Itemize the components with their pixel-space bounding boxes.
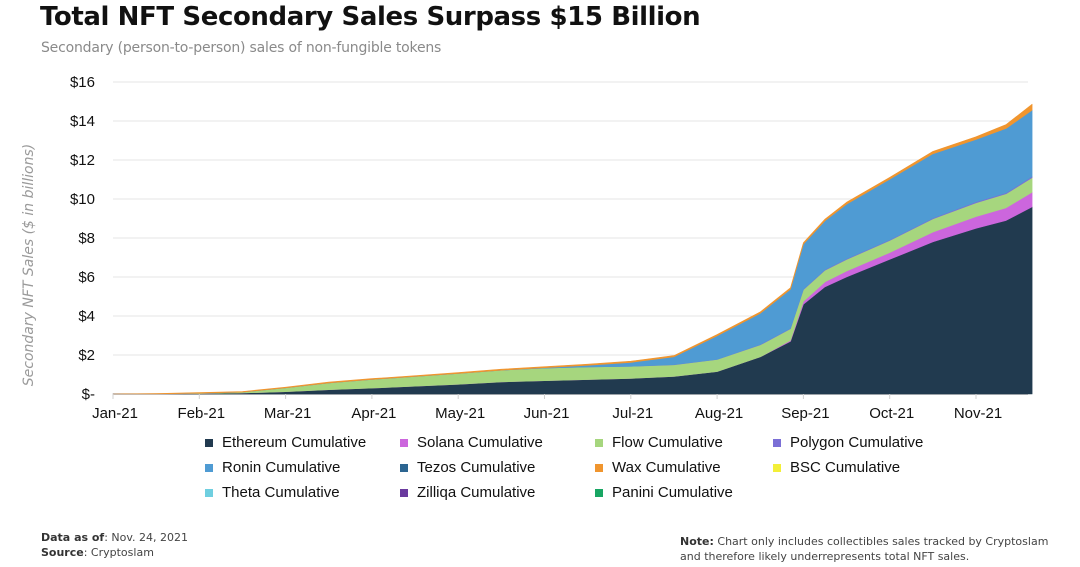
legend-item-ethereum-cumulative: Ethereum Cumulative: [205, 433, 400, 452]
x-tick-label: May-21: [435, 405, 485, 422]
data-as-of: Data as of: Nov. 24, 2021: [41, 531, 189, 544]
legend-label: Ethereum Cumulative: [222, 434, 367, 451]
x-tick-label: Apr-21: [351, 405, 396, 422]
legend-item-tezos-cumulative: Tezos Cumulative: [400, 458, 595, 477]
legend-swatch: [400, 463, 408, 472]
y-tick-label: $2: [78, 347, 95, 364]
legend-label: Ronin Cumulative: [222, 459, 341, 476]
x-tick-label: Mar-21: [264, 405, 312, 422]
legend-swatch: [205, 463, 213, 472]
chart-title: Total NFT Secondary Sales Surpass $15 Bi…: [40, 2, 701, 32]
source: Source: Cryptoslam: [41, 546, 154, 559]
x-tick-label: Sep-21: [781, 405, 829, 422]
legend-label: Zilliqa Cumulative: [417, 484, 536, 501]
legend-label: Flow Cumulative: [612, 434, 723, 451]
legend-item-ronin-cumulative: Ronin Cumulative: [205, 458, 400, 477]
x-tick-label: Oct-21: [869, 405, 914, 422]
legend-label: Theta Cumulative: [222, 484, 340, 501]
x-tick-label: Feb-21: [178, 405, 226, 422]
legend-swatch: [400, 438, 408, 447]
legend-swatch: [400, 488, 408, 497]
legend-swatch: [205, 488, 213, 497]
x-axis-ticks: Jan-21 Feb-21 Mar-21 Apr-21 May-21 Jun-21 Jul-…: [92, 394, 1002, 422]
y-axis-label: Secondary NFT Sales ($ in billions): [21, 144, 37, 387]
legend-item-panini-cumulative: Panini Cumulative: [595, 483, 773, 502]
legend-item-polygon-cumulative: Polygon Cumulative: [773, 433, 953, 452]
legend-item-zilliqa-cumulative: Zilliqa Cumulative: [400, 483, 595, 502]
x-tick-label: Jul-21: [612, 405, 653, 422]
legend-item-wax-cumulative: Wax Cumulative: [595, 458, 773, 477]
legend-item-theta-cumulative: Theta Cumulative: [205, 483, 400, 502]
x-tick-label: Aug-21: [695, 405, 743, 422]
chart-subtitle: Secondary (person-to-person) sales of no…: [41, 40, 442, 56]
x-tick-label: Jun-21: [524, 405, 570, 422]
legend-label: Polygon Cumulative: [790, 434, 924, 451]
footer-left: Data as of: Nov. 24, 2021 Source: Crypto…: [41, 530, 188, 560]
legend-item-bsc-cumulative: BSC Cumulative: [773, 458, 953, 477]
legend-item-flow-cumulative: Flow Cumulative: [595, 433, 773, 452]
x-tick-label: Nov-21: [954, 405, 1002, 422]
y-tick-label: $4: [78, 308, 95, 325]
y-tick-label: $16: [70, 74, 95, 91]
y-tick-label: $6: [78, 269, 95, 286]
area-wax-cumulative: [112, 103, 1033, 395]
legend-swatch: [595, 488, 603, 497]
legend-label: Wax Cumulative: [612, 459, 721, 476]
legend-swatch: [205, 438, 213, 447]
legend-item-solana-cumulative: Solana Cumulative: [400, 433, 595, 452]
legend-label: Tezos Cumulative: [417, 459, 536, 476]
y-tick-label: $10: [70, 191, 95, 208]
legend-label: BSC Cumulative: [790, 459, 901, 476]
y-tick-label: $12: [70, 152, 95, 169]
footer-note: Note: Chart only includes collectibles s…: [680, 535, 1049, 563]
legend-swatch: [595, 438, 603, 447]
y-axis-ticks: $- $2 $4 $6 $8 $10 $12 $14 $16: [70, 74, 95, 403]
y-tick-label: $14: [70, 113, 95, 130]
legend-label: Solana Cumulative: [417, 434, 543, 451]
chart-legend: Ethereum Cumulative Solana Cumulative Flow…: [205, 433, 945, 502]
y-tick-label: $-: [82, 386, 95, 403]
x-tick-label: Jan-21: [92, 405, 138, 422]
legend-label: Panini Cumulative: [612, 484, 733, 501]
y-tick-label: $8: [78, 230, 95, 247]
legend-swatch: [595, 463, 603, 472]
legend-swatch: [773, 463, 781, 472]
series-areas: [112, 103, 1033, 395]
legend-swatch: [773, 438, 781, 447]
